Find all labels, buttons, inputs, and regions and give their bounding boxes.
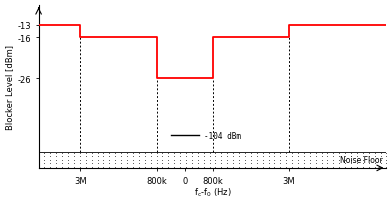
Text: -104 dBm: -104 dBm (204, 131, 241, 140)
Text: Noise Floor: Noise Floor (340, 155, 383, 164)
X-axis label: $\mathregular{f_c}$-$\mathregular{f_0}$ (Hz): $\mathregular{f_c}$-$\mathregular{f_0}$ … (194, 186, 231, 198)
Y-axis label: Blocker Level [dBm]: Blocker Level [dBm] (5, 44, 15, 129)
